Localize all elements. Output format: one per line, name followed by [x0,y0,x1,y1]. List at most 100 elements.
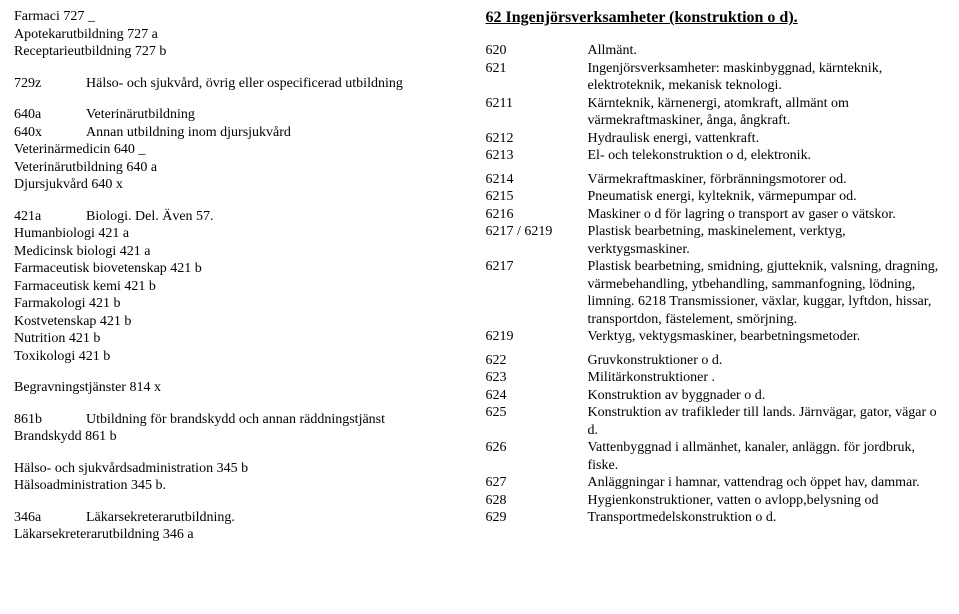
code: 6214 [486,171,588,189]
code: 623 [486,369,588,387]
code: 6215 [486,188,588,206]
code: 621 [486,60,588,78]
text: Verktyg, vektygsmaskiner, bearbetningsme… [588,328,946,346]
health-admin-block: Hälso- och sjukvårdsadministration 345 b… [14,460,466,495]
code: 6217 [486,258,588,276]
text-line: Läkarsekreterarutbildning 346 a [14,526,466,544]
text-line: Djursjukvård 640 x [14,176,466,194]
list-row: 629Transportmedelskonstruktion o d. [486,509,946,527]
text-line: Begravningstjänster 814 x [14,379,466,397]
text-line: Kostvetenskap 421 b [14,313,466,331]
code: 629 [486,509,588,527]
burial-block: Begravningstjänster 814 x [14,379,466,397]
list-row: 622Gruvkonstruktioner o d. [486,352,946,370]
text: Transportmedelskonstruktion o d. [588,509,946,527]
code: 627 [486,474,588,492]
text-line: Receptarieutbildning 727 b [14,43,466,61]
text-line: Hälso- och sjukvårdsadministration 345 b [14,460,466,478]
farmaci-block: Farmaci 727 _ Apotekarutbildning 727 a R… [14,8,466,61]
section-heading: 62 Ingenjörsverksamheter (konstruktion o… [486,8,946,28]
list-row: 626Vattenbyggnad i allmänhet, kanaler, a… [486,439,946,474]
text: Biologi. Del. Även 57. [86,208,466,226]
list-row: 628Hygienkonstruktioner, vatten o avlopp… [486,492,946,510]
text: Kärnteknik, kärnenergi, atomkraft, allmä… [588,95,946,130]
list-row: 6217Plastisk bearbetning, smidning, gjut… [486,258,946,328]
code: 6213 [486,147,588,165]
text-line: Brandskydd 861 b [14,428,466,446]
text: Plastisk bearbetning, maskinelement, ver… [588,223,946,258]
page: Farmaci 727 _ Apotekarutbildning 727 a R… [0,0,959,614]
text: Gruvkonstruktioner o d. [588,352,946,370]
text: Utbildning för brandskydd och annan rädd… [86,411,466,429]
text: Hydraulisk energi, vattenkraft. [588,130,946,148]
code: 6212 [486,130,588,148]
code: 6219 [486,328,588,346]
text: Allmänt. [588,42,946,60]
list-row: 624Konstruktion av byggnader o d. [486,387,946,405]
text: Anläggningar i hamnar, vattendrag och öp… [588,474,946,492]
list-row: 6216Maskiner o d för lagring o transport… [486,206,946,224]
veterinary-block: 640a Veterinärutbildning 640x Annan utbi… [14,106,466,194]
secretary-block: 346a Läkarsekreterarutbildning. Läkarsek… [14,509,466,544]
list-row: 6212Hydraulisk energi, vattenkraft. [486,130,946,148]
biology-block: 421a Biologi. Del. Även 57. Humanbiologi… [14,208,466,366]
text-line: Hälsoadministration 345 b. [14,477,466,495]
list-row: 6215Pneumatisk energi, kylteknik, värmep… [486,188,946,206]
text: Värmekraftmaskiner, förbränningsmotorer … [588,171,946,189]
list-row: 621Ingenjörsverksamheter: maskinbyggnad,… [486,60,946,95]
text: Militärkonstruktioner . [588,369,946,387]
left-column: Farmaci 727 _ Apotekarutbildning 727 a R… [14,8,476,614]
text: Läkarsekreterarutbildning. [86,509,466,527]
code-list: 620Allmänt.621Ingenjörsverksamheter: mas… [486,42,946,527]
text: Hygienkonstruktioner, vatten o avlopp,be… [588,492,946,510]
right-column: 62 Ingenjörsverksamheter (konstruktion o… [476,8,946,614]
code: 421a [14,208,86,226]
code: 640a [14,106,86,124]
text-line: Humanbiologi 421 a [14,225,466,243]
text-line: Toxikologi 421 b [14,348,466,366]
list-row: 6219Verktyg, vektygsmaskiner, bearbetnin… [486,328,946,346]
code: 624 [486,387,588,405]
fire-block: 861b Utbildning för brandskydd och annan… [14,411,466,446]
list-row: 6213El- och telekonstruktion o d, elektr… [486,147,946,165]
text-line: Veterinärmedicin 640 _ [14,141,466,159]
text: Hälso- och sjukvård, övrig eller ospecif… [86,75,466,93]
text-line: Nutrition 421 b [14,330,466,348]
code: 628 [486,492,588,510]
text: Veterinärutbildning [86,106,466,124]
code: 346a [14,509,86,527]
code: 620 [486,42,588,60]
text-line: Medicinsk biologi 421 a [14,243,466,261]
text: Konstruktion av byggnader o d. [588,387,946,405]
list-row: 620Allmänt. [486,42,946,60]
text-line: Apotekarutbildning 727 a [14,26,466,44]
list-row: 627Anläggningar i hamnar, vattendrag och… [486,474,946,492]
list-row: 625Konstruktion av trafikleder till land… [486,404,946,439]
code: 729z [14,75,86,93]
code: 625 [486,404,588,422]
code: 626 [486,439,588,457]
list-row: 6211Kärnteknik, kärnenergi, atomkraft, a… [486,95,946,130]
text: Annan utbildning inom djursjukvård [86,124,466,142]
text-line: Farmaceutisk kemi 421 b [14,278,466,296]
list-row: 6214Värmekraftmaskiner, förbränningsmoto… [486,171,946,189]
code: 622 [486,352,588,370]
text-line: Farmakologi 421 b [14,295,466,313]
text: Maskiner o d för lagring o transport av … [588,206,946,224]
list-row: 623Militärkonstruktioner . [486,369,946,387]
text-line: Farmaceutisk biovetenskap 421 b [14,260,466,278]
text: Pneumatisk energi, kylteknik, värmepumpa… [588,188,946,206]
text-line: Veterinärutbildning 640 a [14,159,466,177]
entry-729z: 729z Hälso- och sjukvård, övrig eller os… [14,75,466,93]
text-line: Farmaci 727 _ [14,8,466,26]
list-row: 6217 / 6219Plastisk bearbetning, maskine… [486,223,946,258]
text: Vattenbyggnad i allmänhet, kanaler, anlä… [588,439,946,474]
text: Plastisk bearbetning, smidning, gjuttekn… [588,258,946,328]
code: 6216 [486,206,588,224]
code: 6217 / 6219 [486,223,588,241]
text: Ingenjörsverksamheter: maskinbyggnad, kä… [588,60,946,95]
code: 640x [14,124,86,142]
code: 861b [14,411,86,429]
text: El- och telekonstruktion o d, elektronik… [588,147,946,165]
code: 6211 [486,95,588,113]
